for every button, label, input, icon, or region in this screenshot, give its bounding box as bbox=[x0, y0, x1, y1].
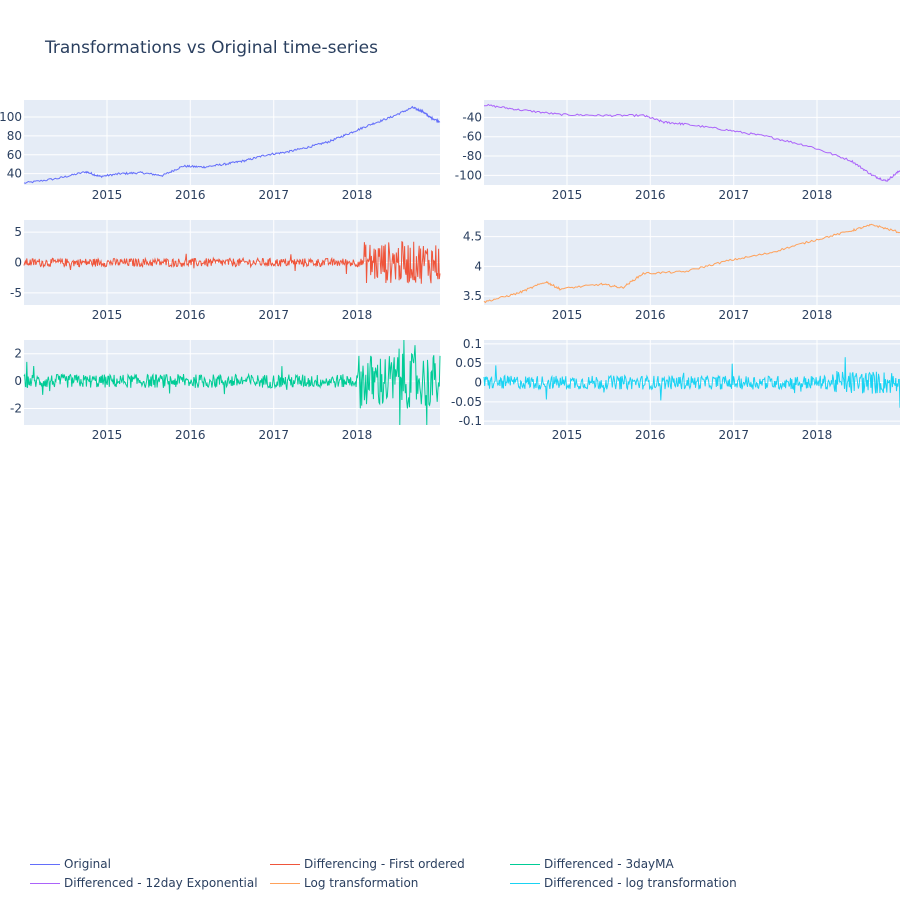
y-tick-label: 0 bbox=[14, 256, 22, 270]
x-tick-label: 2016 bbox=[175, 428, 206, 442]
series-line bbox=[23, 240, 441, 284]
legend: Original Differencing - First ordered Diff… bbox=[30, 857, 890, 897]
x-tick-label: 2015 bbox=[552, 188, 583, 202]
y-tick-label: 0.1 bbox=[463, 337, 482, 351]
y-tick-label: 3.5 bbox=[463, 289, 482, 303]
x-tick-label: 2015 bbox=[552, 428, 583, 442]
x-tick-label: 2016 bbox=[635, 428, 666, 442]
legend-label: Differencing - First ordered bbox=[304, 857, 465, 871]
legend-label: Differenced - log transformation bbox=[544, 876, 737, 890]
legend-item[interactable]: Differenced - 3dayMA bbox=[510, 857, 674, 871]
legend-item[interactable]: Differenced - log transformation bbox=[510, 876, 737, 890]
x-tick-label: 2018 bbox=[342, 308, 373, 322]
chart-title: Transformations vs Original time-series bbox=[45, 38, 378, 58]
x-tick-label: 2018 bbox=[342, 428, 373, 442]
y-tick-label: 80 bbox=[7, 129, 22, 143]
x-tick-label: 2017 bbox=[718, 188, 749, 202]
legend-item[interactable]: Differencing - First ordered bbox=[270, 857, 465, 871]
legend-label: Differenced - 12day Exponential bbox=[64, 876, 258, 890]
plot-background bbox=[24, 100, 440, 185]
y-tick-label: 4.5 bbox=[463, 230, 482, 244]
y-tick-label: 0 bbox=[474, 376, 482, 390]
y-tick-label: 60 bbox=[7, 148, 22, 162]
x-tick-label: 2016 bbox=[175, 188, 206, 202]
x-tick-label: 2016 bbox=[175, 308, 206, 322]
x-tick-label: 2015 bbox=[92, 308, 123, 322]
legend-swatch bbox=[270, 882, 300, 884]
y-tick-label: -100 bbox=[455, 168, 482, 182]
y-tick-label: 0.05 bbox=[455, 356, 482, 370]
x-tick-label: 2016 bbox=[635, 188, 666, 202]
subplot-2: -40 -60 -80 -100 2015 2016 2017 2018 bbox=[455, 100, 900, 202]
series-line bbox=[23, 339, 441, 426]
series-line bbox=[483, 223, 900, 304]
legend-swatch bbox=[30, 863, 60, 865]
y-tick-label: 5 bbox=[14, 225, 22, 239]
y-tick-label: -0.05 bbox=[451, 395, 482, 409]
y-tick-label: -0.1 bbox=[459, 414, 482, 428]
subplot-4: 3.5 4 4.5 2015 2016 2017 2018 bbox=[463, 220, 900, 322]
y-tick-label: -60 bbox=[462, 130, 482, 144]
y-tick-label: -2 bbox=[10, 402, 22, 416]
x-tick-label: 2017 bbox=[258, 428, 289, 442]
legend-label: Original bbox=[64, 857, 111, 871]
x-tick-label: 2015 bbox=[552, 308, 583, 322]
legend-item[interactable]: Differenced - 12day Exponential bbox=[30, 876, 258, 890]
x-tick-label: 2018 bbox=[342, 188, 373, 202]
x-tick-label: 2017 bbox=[258, 188, 289, 202]
x-tick-label: 2016 bbox=[635, 308, 666, 322]
x-tick-label: 2017 bbox=[718, 428, 749, 442]
series-line bbox=[483, 357, 900, 408]
y-tick-label: -40 bbox=[462, 110, 482, 124]
x-tick-label: 2018 bbox=[802, 428, 833, 442]
y-tick-label: 40 bbox=[7, 167, 22, 181]
x-tick-label: 2017 bbox=[718, 308, 749, 322]
series-line bbox=[483, 103, 900, 182]
x-tick-label: 2015 bbox=[92, 428, 123, 442]
x-tick-label: 2018 bbox=[802, 188, 833, 202]
y-tick-label: 100 bbox=[0, 110, 22, 124]
legend-item[interactable]: Original bbox=[30, 857, 111, 871]
subplot-3: 5 0 -5 2015 2016 2017 2018 bbox=[10, 220, 441, 322]
y-tick-label: 0 bbox=[14, 374, 22, 388]
legend-label: Differenced - 3dayMA bbox=[544, 857, 674, 871]
legend-swatch bbox=[510, 863, 540, 865]
series-line bbox=[23, 105, 441, 184]
subplot-5: 2 0 -2 2015 2016 2017 2018 bbox=[10, 339, 441, 442]
legend-item[interactable]: Log transformation bbox=[270, 876, 418, 890]
y-tick-label: -80 bbox=[462, 149, 482, 163]
y-tick-label: -5 bbox=[10, 286, 22, 300]
x-tick-label: 2015 bbox=[92, 188, 123, 202]
legend-swatch bbox=[270, 863, 300, 865]
legend-swatch bbox=[30, 882, 60, 884]
y-tick-label: 2 bbox=[14, 347, 22, 361]
legend-swatch bbox=[510, 882, 540, 884]
x-tick-label: 2017 bbox=[258, 308, 289, 322]
subplot-1: 40 60 80 100 2015 2016 2017 2018 bbox=[0, 100, 441, 202]
plot-background bbox=[484, 220, 900, 305]
x-tick-label: 2018 bbox=[802, 308, 833, 322]
legend-label: Log transformation bbox=[304, 876, 419, 890]
y-tick-label: 4 bbox=[474, 259, 482, 273]
subplot-6: 0.1 0.05 0 -0.05 -0.1 2015 2016 2017 2018 bbox=[451, 337, 900, 442]
